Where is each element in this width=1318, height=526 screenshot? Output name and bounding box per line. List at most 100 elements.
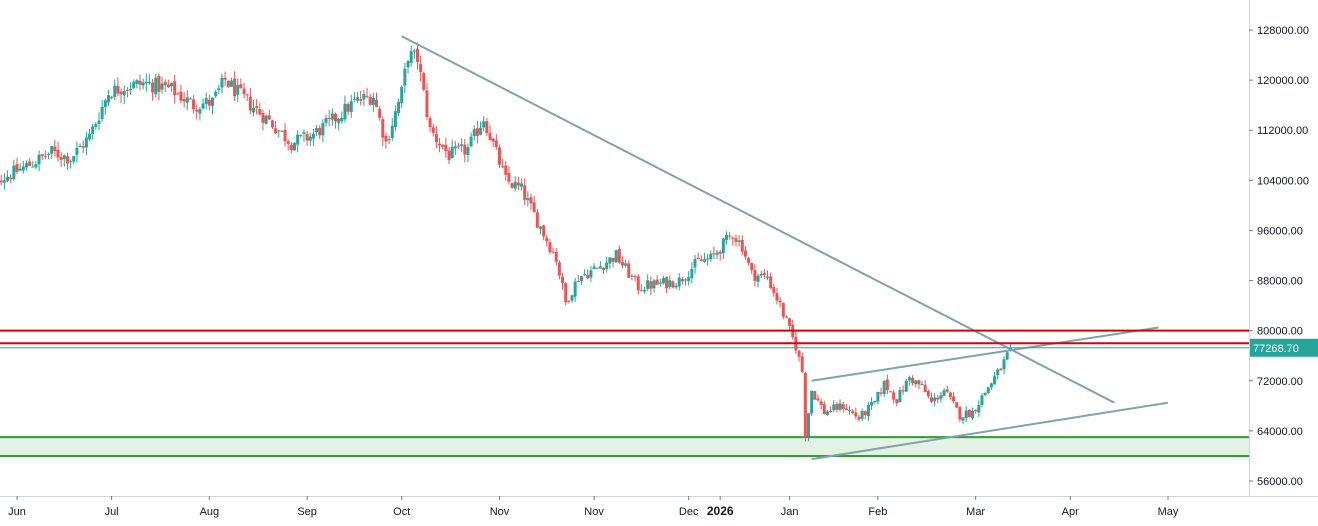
y-tick-label: 128000.00 [1257,25,1309,37]
candle-body [397,101,401,114]
candle-body [412,50,416,52]
candle [535,208,539,229]
candle-body [482,121,486,128]
candle [258,102,262,115]
candle-body [605,262,609,270]
candle [163,79,167,93]
candle [302,129,306,142]
candle [914,379,918,388]
candle-body [371,97,375,105]
candle-body [453,146,457,149]
candle-body [362,94,366,100]
candle-body [781,302,785,317]
candle-body [999,368,1003,371]
candle [504,161,508,181]
candle [617,245,621,264]
candle-body [750,262,754,271]
candle [775,287,779,305]
candle-body [261,113,265,123]
candle-body [289,144,293,151]
candle-body [655,279,659,285]
candle [882,380,886,397]
candle [371,92,375,112]
candle [343,95,347,123]
candle [151,78,155,101]
candle [296,130,300,153]
candle [740,235,744,255]
candle [857,414,861,422]
candle-body [144,81,148,84]
candle-body [236,84,240,95]
candle-body [643,289,647,292]
candle-body [315,128,319,133]
candle [756,273,760,288]
candle [718,250,722,261]
candle-body [617,248,621,263]
candle [665,276,669,294]
candle [466,143,470,163]
candle-body [636,276,640,291]
candle-body [280,130,284,132]
candle [624,259,628,268]
candle-body [438,143,442,146]
candle-body [40,154,44,156]
candle-body [2,180,6,183]
candle [611,257,615,268]
candle-body [516,182,520,186]
candle-body [882,380,886,395]
y-tick-label: 96000.00 [1257,225,1303,237]
candle-body [567,300,571,302]
candle [223,71,227,87]
candle-body [352,98,356,100]
candle-body [1005,352,1009,360]
candle-body [955,402,959,408]
candle [450,139,454,159]
candle [340,111,344,124]
candle-body [753,270,757,281]
candle-body [668,280,672,287]
candle [406,60,410,74]
candle-body [895,399,899,404]
candle [759,270,763,279]
candle [103,99,107,115]
candle-body [989,383,993,388]
candle-body [885,379,889,391]
candle-body [873,401,877,403]
last-price-label: 77268.70 [1253,343,1299,355]
candle [699,255,703,262]
candle [510,182,514,189]
candle [920,380,924,386]
support-zone-group [0,436,1249,457]
candle-body [53,146,57,151]
x-tick-label: Jan [781,506,799,518]
candle-body [475,128,479,136]
candle-body [100,106,104,120]
candle [422,71,426,92]
candle [179,84,183,104]
candle [961,417,965,425]
candle-body [463,144,467,155]
candle [182,92,186,108]
candle [564,282,568,306]
candle [636,273,640,295]
candle [226,80,230,89]
candle-body [157,76,161,92]
candle-body [677,277,681,287]
candle [65,152,69,170]
candle-body [488,132,492,141]
candle [349,94,353,118]
candle [387,135,391,144]
candle [488,125,492,141]
last-price-tag-group: 77268.70 [1250,338,1318,357]
y-tick-label: 72000.00 [1257,376,1303,388]
candle [788,318,792,332]
candle-body [825,411,829,415]
candle-body [788,318,792,326]
candle [129,82,133,95]
candle-body [576,280,580,282]
candle-body [863,411,867,416]
candle-body [456,145,460,147]
candle-body [406,61,410,68]
